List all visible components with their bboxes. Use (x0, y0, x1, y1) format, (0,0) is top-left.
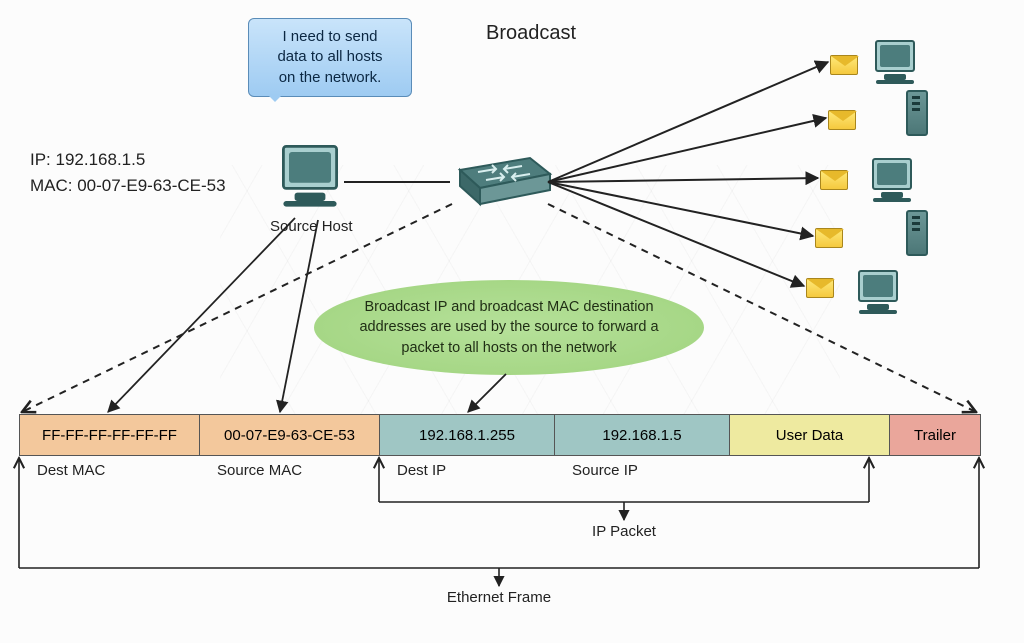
frame-cell-label: Dest IP (397, 462, 446, 479)
destination-computer-icon (858, 270, 898, 314)
envelope-icon (830, 55, 858, 75)
frame-cell: FF-FF-FF-FF-FF-FF (20, 415, 200, 455)
diagram-title: Broadcast (486, 22, 576, 45)
destination-server-icon (906, 90, 928, 136)
frame-cell: 192.168.1.255 (380, 415, 555, 455)
source-ip-label: IP: 192.168.1.5 (30, 147, 226, 173)
destination-computer-icon (875, 40, 915, 84)
frame-cell: 192.168.1.5 (555, 415, 730, 455)
ethernet-frame-table: FF-FF-FF-FF-FF-FF00-07-E9-63-CE-53192.16… (19, 414, 981, 456)
envelope-icon (815, 228, 843, 248)
svg-text:Ethernet Frame: Ethernet Frame (447, 589, 551, 606)
switch-icon (450, 150, 560, 210)
envelope-icon (820, 170, 848, 190)
explanation-callout: Broadcast IP and broadcast MAC destinati… (314, 280, 704, 375)
envelope-icon (828, 110, 856, 130)
frame-cell-label: Source MAC (217, 462, 302, 479)
source-host-caption: Source Host (270, 218, 353, 235)
frame-cell: Trailer (890, 415, 980, 455)
frame-cell-label: Source IP (572, 462, 638, 479)
source-computer-icon (282, 145, 338, 207)
envelope-icon (806, 278, 834, 298)
frame-cell-label: Dest MAC (37, 462, 105, 479)
svg-text:IP Packet: IP Packet (592, 523, 657, 540)
source-host-info: IP: 192.168.1.5 MAC: 00-07-E9-63-CE-53 (30, 147, 226, 198)
destination-server-icon (906, 210, 928, 256)
speech-bubble: I need to senddata to all hostson the ne… (248, 18, 412, 97)
source-mac-label: MAC: 00-07-E9-63-CE-53 (30, 173, 226, 199)
frame-cell: 00-07-E9-63-CE-53 (200, 415, 380, 455)
destination-computer-icon (872, 158, 912, 202)
frame-cell: User Data (730, 415, 890, 455)
broadcast-diagram: Broadcast I need to senddata to all host… (0, 0, 1024, 643)
